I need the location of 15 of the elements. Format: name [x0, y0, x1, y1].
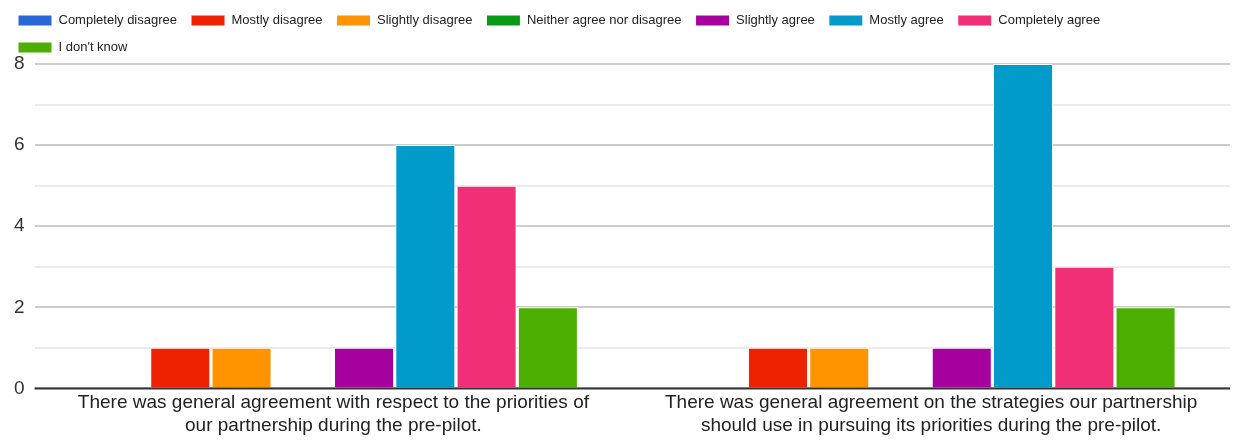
x-tick-label: There was general agreement with respect to the priorities of our partnership during the pre-pilot.: [77, 391, 590, 435]
legend-label: Neither agree nor disagree: [526, 12, 682, 28]
legend-label: Completely agree: [998, 12, 1101, 28]
y-tick-label: 4: [13, 214, 25, 236]
y-tick-label: 6: [13, 133, 25, 155]
x-tick-label: There was general agreement on the strategies our partnership should use in pursuing its priorities during the pre-pilot.: [664, 391, 1198, 435]
legend-label: Mostly agree: [869, 12, 944, 28]
legend-label: Mostly disagree: [231, 12, 323, 28]
y-tick-label: 8: [13, 52, 25, 74]
legend-label: Slightly agree: [736, 12, 815, 28]
y-tick-label: 0: [13, 376, 25, 398]
legend-label: Completely disagree: [58, 12, 178, 28]
legend-label: Slightly disagree: [377, 12, 473, 28]
legend-label: I don't know: [58, 39, 129, 55]
y-tick-label: 2: [13, 295, 25, 317]
